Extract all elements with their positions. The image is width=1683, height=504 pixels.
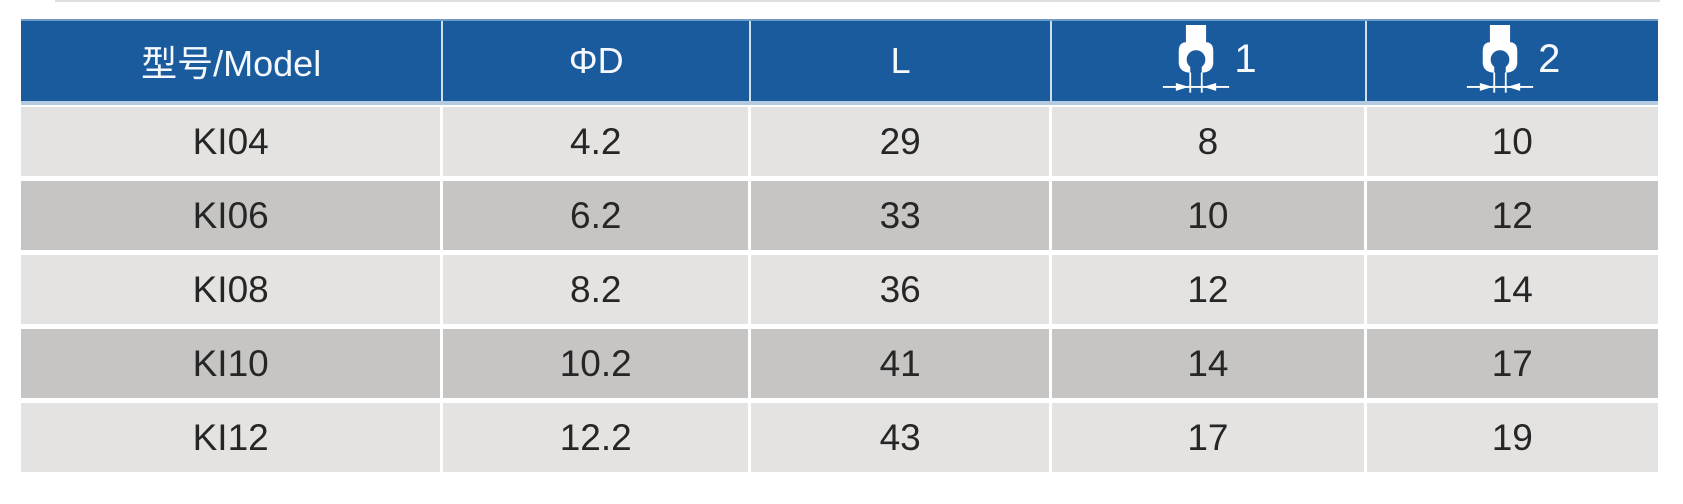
cell-wrench2: 19: [1366, 403, 1658, 472]
cell-wrench2: 12: [1366, 181, 1658, 250]
header-cell-wrench1: 1: [1052, 21, 1367, 101]
cell-diameter: 8.2: [443, 255, 752, 324]
width-dimension-arrows: [1467, 72, 1534, 93]
open-end-wrench-icon: [1163, 25, 1230, 93]
cell-wrench2: 17: [1366, 329, 1658, 398]
header-label-length: L: [890, 40, 911, 81]
model-spec-table: 型号/Model ΦD L: [21, 19, 1658, 472]
cell-length: 41: [751, 329, 1053, 398]
wrench1-number-label: 1: [1234, 37, 1257, 81]
cell-wrench1: 17: [1052, 403, 1367, 472]
cell-length: 36: [751, 255, 1053, 324]
cell-model: KI08: [21, 255, 444, 324]
wrench1-header-group: 1: [1160, 24, 1257, 98]
header-cell-wrench2: 2: [1367, 21, 1658, 101]
cell-wrench2: 10: [1366, 107, 1658, 176]
cell-length: 33: [751, 181, 1053, 250]
table-row: KI04 4.2 29 8 10: [21, 107, 1658, 176]
wrench2-header-group: 2: [1464, 24, 1560, 98]
cell-diameter: 6.2: [443, 181, 752, 250]
width-dimension-arrows: [1163, 72, 1230, 93]
cell-diameter: 4.2: [443, 107, 752, 176]
top-crop-hairline: [55, 0, 1660, 2]
table-row: KI10 10.2 41 14 17: [21, 329, 1658, 398]
header-cell-model: 型号/Model: [21, 21, 444, 101]
header-label-model: 型号/Model: [141, 43, 322, 84]
header-label-diameter: ΦD: [568, 40, 624, 81]
cell-model: KI04: [21, 107, 444, 176]
table-row: KI12 12.2 43 17 19: [21, 403, 1658, 472]
table-row: KI06 6.2 33 10 12: [21, 181, 1658, 250]
table-body: KI04 4.2 29 8 10 KI06 6.2 33 10 12 KI08 …: [21, 107, 1658, 472]
cell-wrench2: 14: [1366, 255, 1658, 324]
open-end-wrench-icon: [1467, 25, 1534, 93]
table-row: KI08 8.2 36 12 14: [21, 255, 1658, 324]
cell-model: KI06: [21, 181, 444, 250]
cell-diameter: 12.2: [443, 403, 752, 472]
table-header-row: 型号/Model ΦD L: [21, 19, 1658, 105]
header-cell-diameter: ΦD: [443, 21, 752, 101]
cell-wrench1: 10: [1052, 181, 1367, 250]
header-cell-length: L: [751, 21, 1053, 101]
cell-wrench1: 8: [1052, 107, 1367, 176]
cell-diameter: 10.2: [443, 329, 752, 398]
cell-wrench1: 14: [1052, 329, 1367, 398]
cell-length: 29: [751, 107, 1053, 176]
cell-wrench1: 12: [1052, 255, 1367, 324]
wrench2-number-label: 2: [1538, 37, 1561, 81]
cell-model: KI12: [21, 403, 444, 472]
cell-length: 43: [751, 403, 1053, 472]
cell-model: KI10: [21, 329, 444, 398]
